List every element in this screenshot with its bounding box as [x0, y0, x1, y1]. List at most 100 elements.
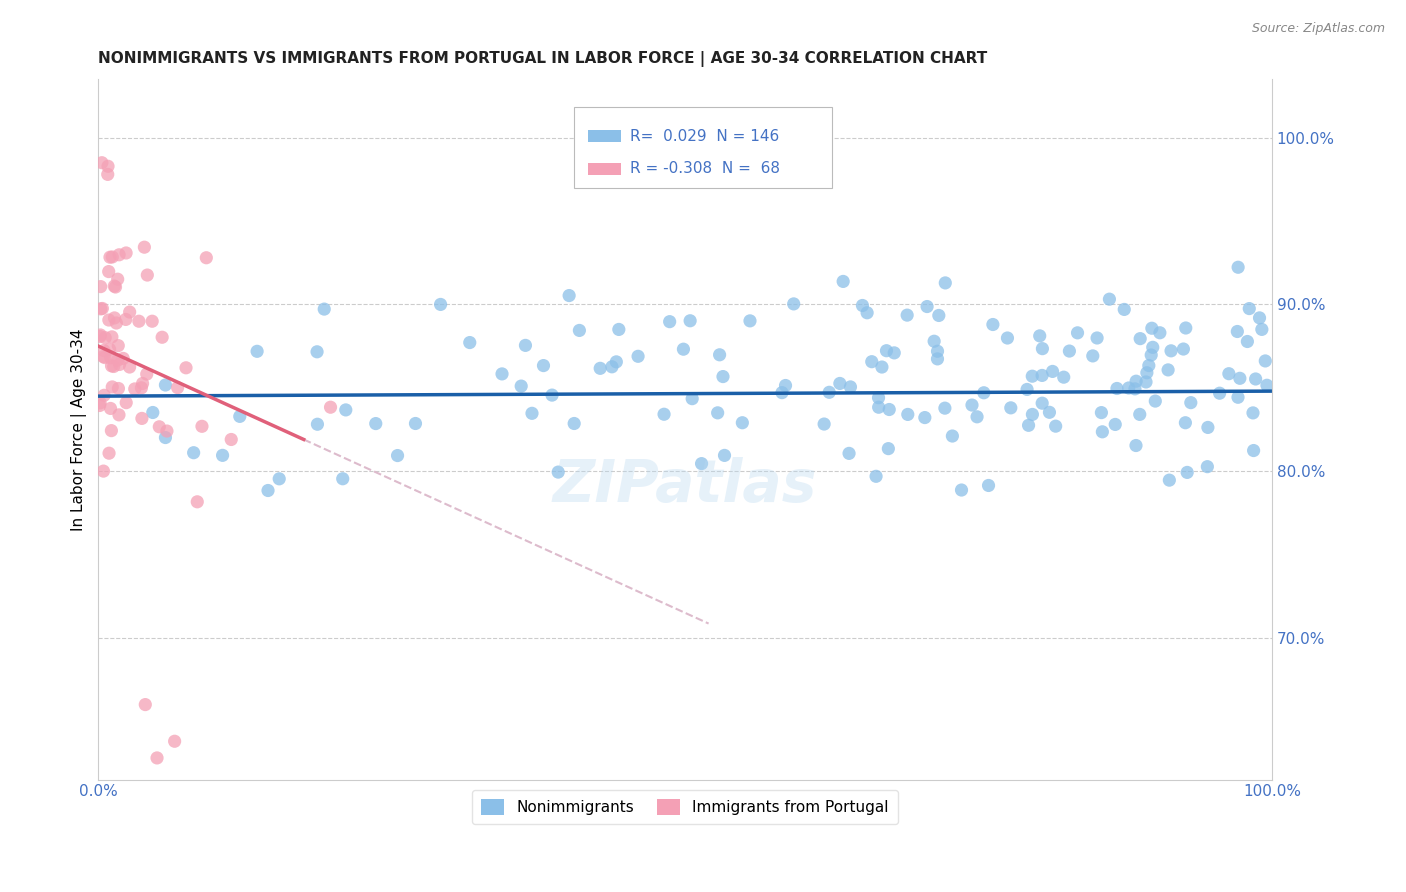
Point: [1244, 372, 1267, 386]
Point: [1135, 375, 1157, 389]
Point: [1021, 369, 1043, 384]
Point: [960, 398, 983, 412]
Point: [257, 483, 280, 498]
Point: [1160, 343, 1182, 358]
Point: [896, 308, 918, 322]
Point: [101, 250, 124, 264]
FancyBboxPatch shape: [588, 129, 620, 143]
Point: [186, 495, 208, 509]
Point: [868, 391, 890, 405]
Point: [877, 402, 900, 417]
Point: [124, 382, 146, 396]
Point: [1129, 408, 1152, 422]
Point: [966, 409, 988, 424]
Point: [1031, 396, 1053, 410]
Point: [118, 305, 141, 319]
Point: [128, 314, 150, 328]
Point: [97, 313, 120, 327]
Point: [533, 359, 555, 373]
Point: [1144, 394, 1167, 409]
Point: [404, 417, 426, 431]
Point: [1159, 473, 1181, 487]
Point: [783, 297, 806, 311]
Point: [100, 359, 122, 373]
Point: [1042, 364, 1064, 378]
Text: NONIMMIGRANTS VS IMMIGRANTS FROM PORTUGAL IN LABOR FORCE | AGE 30-34 CORRELATION: NONIMMIGRANTS VS IMMIGRANTS FROM PORTUGA…: [98, 51, 987, 67]
Point: [915, 300, 938, 314]
Point: [690, 457, 713, 471]
Point: [114, 312, 136, 326]
Point: [627, 349, 650, 363]
Point: [191, 419, 214, 434]
Point: [89, 329, 111, 343]
Point: [108, 408, 131, 422]
Point: [150, 330, 173, 344]
Point: [89, 328, 111, 343]
Point: [107, 353, 129, 368]
Point: [658, 315, 681, 329]
Point: [706, 406, 728, 420]
Point: [211, 448, 233, 462]
Point: [90, 279, 112, 293]
Point: [1243, 443, 1265, 458]
Point: [1173, 342, 1195, 356]
Point: [90, 301, 112, 316]
Point: [977, 478, 1000, 492]
Point: [101, 380, 124, 394]
Point: [607, 322, 630, 336]
Point: [1140, 321, 1163, 335]
Point: [605, 355, 627, 369]
Point: [1229, 371, 1251, 385]
Point: [105, 316, 128, 330]
Point: [1031, 368, 1053, 383]
Point: [335, 403, 357, 417]
Point: [927, 351, 949, 366]
Point: [813, 417, 835, 431]
Point: [600, 359, 623, 374]
Point: [562, 417, 585, 431]
Point: [174, 360, 197, 375]
Point: [131, 411, 153, 425]
Point: [1218, 367, 1240, 381]
Point: [679, 314, 702, 328]
Point: [458, 335, 481, 350]
Point: [131, 381, 153, 395]
Point: [738, 314, 761, 328]
Point: [183, 446, 205, 460]
Point: [100, 401, 122, 416]
Point: [94, 351, 117, 365]
Point: [115, 395, 138, 409]
Point: [1125, 438, 1147, 452]
Point: [1241, 406, 1264, 420]
Point: [652, 407, 675, 421]
Point: [100, 424, 122, 438]
Point: [155, 378, 177, 392]
Point: [818, 385, 841, 400]
Point: [1066, 326, 1088, 340]
Point: [269, 472, 291, 486]
Point: [897, 408, 920, 422]
Point: [98, 250, 121, 264]
Point: [928, 309, 950, 323]
Point: [1104, 417, 1126, 432]
Point: [307, 417, 329, 432]
Point: [98, 343, 121, 357]
Point: [134, 698, 156, 712]
Point: [94, 331, 117, 345]
Point: [1157, 363, 1180, 377]
Point: [709, 348, 731, 362]
Point: [1140, 348, 1163, 362]
Point: [838, 446, 860, 460]
Point: [1091, 425, 1114, 439]
Point: [672, 342, 695, 356]
Point: [107, 382, 129, 396]
Point: [877, 442, 900, 456]
Point: [148, 419, 170, 434]
Point: [1149, 326, 1171, 340]
Point: [97, 264, 120, 278]
Point: [927, 344, 949, 359]
Text: R = -0.308  N =  68: R = -0.308 N = 68: [630, 161, 780, 177]
Point: [219, 433, 242, 447]
Point: [973, 385, 995, 400]
Point: [1015, 383, 1038, 397]
